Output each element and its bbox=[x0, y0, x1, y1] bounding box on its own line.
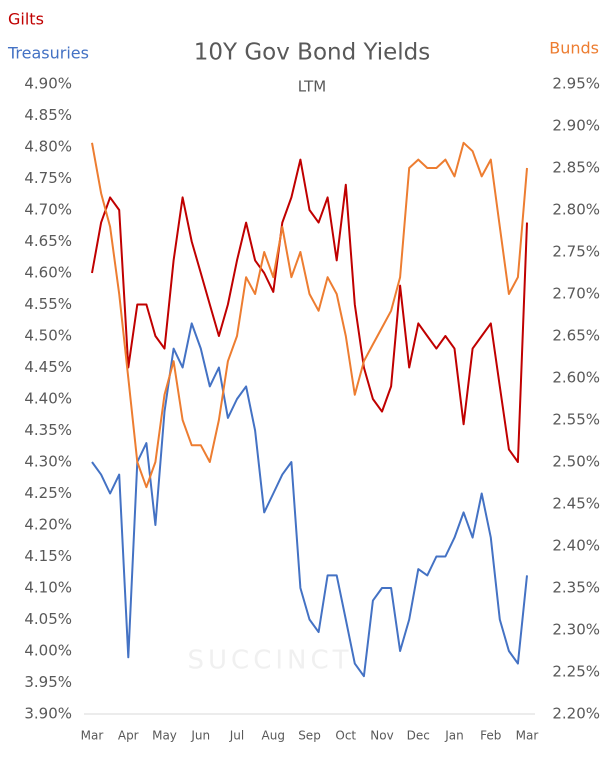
y2-tick-label: 2.35% bbox=[552, 579, 600, 597]
x-tick-label: Aug bbox=[262, 729, 285, 743]
x-tick-label: Jun bbox=[190, 729, 210, 743]
y-tick-label: 4.90% bbox=[24, 75, 72, 93]
x-tick-label: Oct bbox=[335, 729, 356, 743]
y2-tick-label: 2.20% bbox=[552, 705, 600, 723]
y2-tick-label: 2.65% bbox=[552, 327, 600, 345]
y-tick-label: 3.95% bbox=[24, 673, 72, 691]
y2-tick-label: 2.80% bbox=[552, 201, 600, 219]
series-line bbox=[91, 322, 528, 678]
y2-tick-label: 2.95% bbox=[552, 75, 600, 93]
x-tick-label: Nov bbox=[370, 729, 393, 743]
x-tick-label: Sep bbox=[298, 729, 321, 743]
legend-label: Bunds bbox=[549, 39, 599, 58]
y-tick-label: 4.50% bbox=[24, 327, 72, 345]
watermark: SUCCINCT bbox=[188, 646, 353, 676]
y2-tick-label: 2.75% bbox=[552, 243, 600, 261]
y-tick-label: 4.10% bbox=[24, 579, 72, 597]
y2-tick-label: 2.70% bbox=[552, 285, 600, 303]
x-tick-label: Apr bbox=[118, 729, 139, 743]
y2-tick-label: 2.45% bbox=[552, 495, 600, 513]
x-tick-label: Feb bbox=[480, 729, 501, 743]
y2-tick-label: 2.25% bbox=[552, 663, 600, 681]
legend-label: Treasuries bbox=[7, 44, 89, 63]
y2-tick-label: 2.30% bbox=[552, 621, 600, 639]
y-tick-label: 4.30% bbox=[24, 453, 72, 471]
x-tick-label: Jan bbox=[444, 729, 464, 743]
y2-tick-label: 2.50% bbox=[552, 453, 600, 471]
y-tick-label: 3.90% bbox=[24, 705, 72, 723]
y-tick-label: 4.40% bbox=[24, 390, 72, 408]
y-tick-label: 4.05% bbox=[24, 610, 72, 628]
x-tick-label: Dec bbox=[407, 729, 430, 743]
y-tick-label: 4.75% bbox=[24, 169, 72, 187]
y-tick-label: 4.00% bbox=[24, 642, 72, 660]
chart-title: 10Y Gov Bond Yields bbox=[194, 40, 431, 66]
y-tick-label: 4.85% bbox=[24, 106, 72, 124]
y-tick-label: 4.15% bbox=[24, 547, 72, 565]
y-tick-label: 4.60% bbox=[24, 264, 72, 282]
y-tick-label: 4.45% bbox=[24, 358, 72, 376]
y-tick-label: 4.25% bbox=[24, 484, 72, 502]
y-tick-label: 4.80% bbox=[24, 138, 72, 156]
series-line bbox=[91, 158, 528, 463]
y2-tick-label: 2.85% bbox=[552, 159, 600, 177]
x-tick-label: May bbox=[152, 729, 177, 743]
y2-tick-label: 2.90% bbox=[552, 117, 600, 135]
legend-label: Gilts bbox=[8, 10, 44, 29]
y-tick-label: 4.65% bbox=[24, 232, 72, 250]
y-tick-label: 4.55% bbox=[24, 295, 72, 313]
x-tick-label: Mar bbox=[81, 729, 104, 743]
x-tick-label: Mar bbox=[516, 729, 539, 743]
x-tick-label: Jul bbox=[229, 729, 244, 743]
y2-tick-label: 2.40% bbox=[552, 537, 600, 555]
y-tick-label: 4.35% bbox=[24, 421, 72, 439]
chart-subtitle: LTM bbox=[298, 78, 326, 96]
y2-tick-label: 2.60% bbox=[552, 369, 600, 387]
y2-tick-label: 2.55% bbox=[552, 411, 600, 429]
y-tick-label: 4.70% bbox=[24, 201, 72, 219]
series-line bbox=[91, 141, 528, 489]
y-tick-label: 4.20% bbox=[24, 516, 72, 534]
